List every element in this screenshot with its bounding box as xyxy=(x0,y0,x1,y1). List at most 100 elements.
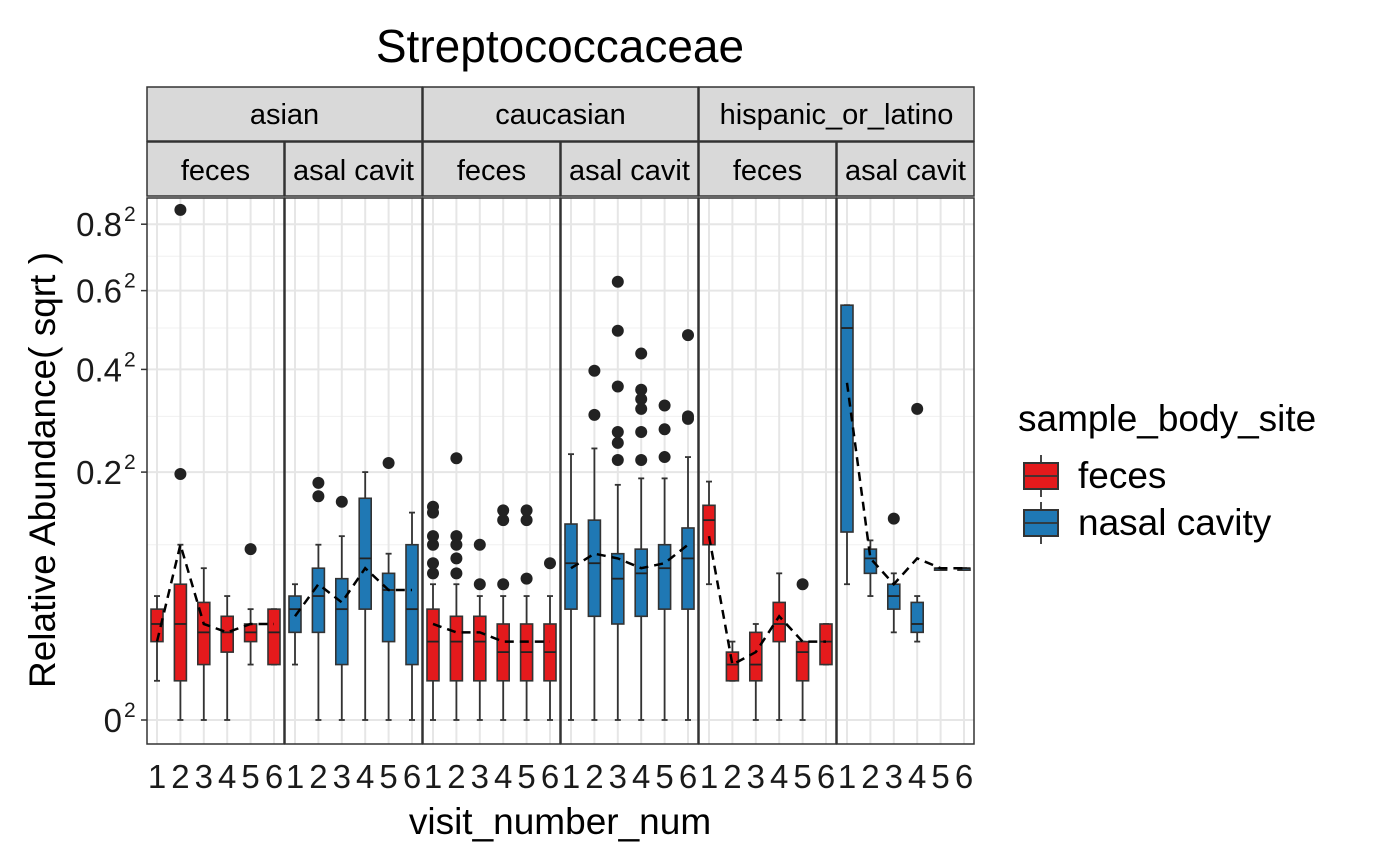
outlier-point xyxy=(312,490,325,503)
panel-border xyxy=(560,197,699,745)
box-iqr xyxy=(197,601,211,666)
outlier-point xyxy=(796,578,809,591)
strip-sub xyxy=(284,141,423,197)
outlier-point xyxy=(520,504,533,517)
box-visit-2 xyxy=(587,364,602,721)
x-tick-label: 5 xyxy=(241,758,259,795)
box-visit-5 xyxy=(243,543,258,666)
outlier-point xyxy=(244,543,257,556)
strip-top-hispanic_or_latino xyxy=(698,86,975,142)
outlier-point xyxy=(450,452,463,465)
panel-asian-feces: feces 1 2 3 4 5 6 xyxy=(146,141,285,795)
box-iqr xyxy=(472,615,487,682)
outlier-point xyxy=(635,402,648,415)
panel-caucasian-nasal-cavity: asal cavit 1 2 3 4 5 6 xyxy=(560,141,699,795)
box-iqr xyxy=(564,523,578,610)
box-visit-1 xyxy=(702,480,716,586)
legend-label: nasal cavity xyxy=(1078,502,1272,543)
x-tick-label: 2 xyxy=(309,758,327,795)
x-tick-label: 4 xyxy=(218,758,236,795)
legend-label: feces xyxy=(1078,455,1166,496)
panel-hispanic_or_latino-feces: feces 1 2 3 4 5 6 xyxy=(698,141,837,795)
outlier-point xyxy=(427,557,439,570)
y-tick-exponent: 2 xyxy=(124,203,136,226)
x-tick-label: 3 xyxy=(885,758,903,795)
outlier-point xyxy=(611,425,624,438)
outlier-point xyxy=(520,514,533,527)
panel-background xyxy=(837,198,974,744)
x-tick-label: 6 xyxy=(265,758,283,795)
x-tick-label: 3 xyxy=(609,758,627,795)
box-visit-6 xyxy=(681,329,695,721)
box-visit-1 xyxy=(426,500,440,721)
x-tick-label: 3 xyxy=(195,758,213,795)
box-visit-3 xyxy=(748,623,763,721)
strip-sub-label: feces xyxy=(457,155,526,187)
x-tick-label: 1 xyxy=(424,758,442,795)
panel-background xyxy=(285,198,422,744)
trend-line xyxy=(707,535,826,667)
chart-title: Streptococcaceae xyxy=(376,20,744,72)
box-iqr xyxy=(311,567,326,634)
strip-top-label: hispanic_or_latino xyxy=(720,99,954,131)
box-visit-4 xyxy=(772,572,787,721)
x-tick-label: 1 xyxy=(838,758,856,795)
x-tick-label: 1 xyxy=(562,758,580,795)
box-iqr xyxy=(220,615,234,653)
outlier-point xyxy=(887,512,900,525)
y-tick-exponent: 2 xyxy=(124,270,136,293)
outlier-point xyxy=(611,380,624,393)
x-tick-label: 2 xyxy=(171,758,189,795)
box-visit-4 xyxy=(220,595,234,721)
y-tick-exponent: 2 xyxy=(124,348,136,371)
box-iqr xyxy=(795,640,810,682)
box-iqr xyxy=(334,577,349,666)
box-iqr xyxy=(681,527,695,610)
x-tick-label: 5 xyxy=(379,758,397,795)
strip-sub-label: asal cavit xyxy=(845,155,966,187)
box-visit-6 xyxy=(543,557,557,721)
y-axis: 0 20.2 20.4 20.6 20.8 2 xyxy=(76,203,147,739)
panel-background xyxy=(561,198,698,744)
outlier-point xyxy=(174,467,187,480)
outlier-point xyxy=(611,324,624,337)
box-iqr xyxy=(449,615,464,682)
box-iqr xyxy=(426,608,440,682)
outlier-point xyxy=(635,425,648,438)
panel-background xyxy=(699,198,836,744)
outlier-point xyxy=(635,454,648,466)
box-iqr xyxy=(910,601,925,634)
outlier-point xyxy=(635,347,648,360)
strip-top-label: asian xyxy=(250,99,319,131)
outlier-point xyxy=(473,578,486,591)
x-tick-label: 1 xyxy=(286,758,304,795)
outlier-point xyxy=(658,399,671,412)
strip-sub-label: feces xyxy=(181,155,250,187)
box-iqr xyxy=(267,608,281,666)
x-tick-label: 6 xyxy=(403,758,421,795)
outlier-point xyxy=(427,567,439,580)
outlier-point xyxy=(497,514,510,527)
legend-key xyxy=(1023,455,1059,497)
box-iqr xyxy=(634,548,649,618)
outlier-point xyxy=(497,578,510,591)
box-visit-4 xyxy=(910,402,925,643)
outlier-point xyxy=(473,538,486,551)
outlier-point xyxy=(682,329,694,342)
outlier-point xyxy=(658,423,671,436)
box-visit-1 xyxy=(840,304,854,586)
panel-border xyxy=(422,197,561,745)
panel-border xyxy=(146,197,285,745)
x-tick-label: 5 xyxy=(655,758,673,795)
x-tick-label: 6 xyxy=(955,758,973,795)
x-tick-label: 1 xyxy=(700,758,718,795)
y-axis-title: Relative Abundance( sqrt ) xyxy=(22,252,63,688)
x-tick-label: 2 xyxy=(723,758,741,795)
outlier-point xyxy=(611,436,624,449)
box-visit-6 xyxy=(267,608,281,666)
trend-line xyxy=(432,622,550,643)
x-tick-label: 5 xyxy=(793,758,811,795)
strip-sub xyxy=(146,141,285,197)
outlier-point xyxy=(611,454,624,466)
